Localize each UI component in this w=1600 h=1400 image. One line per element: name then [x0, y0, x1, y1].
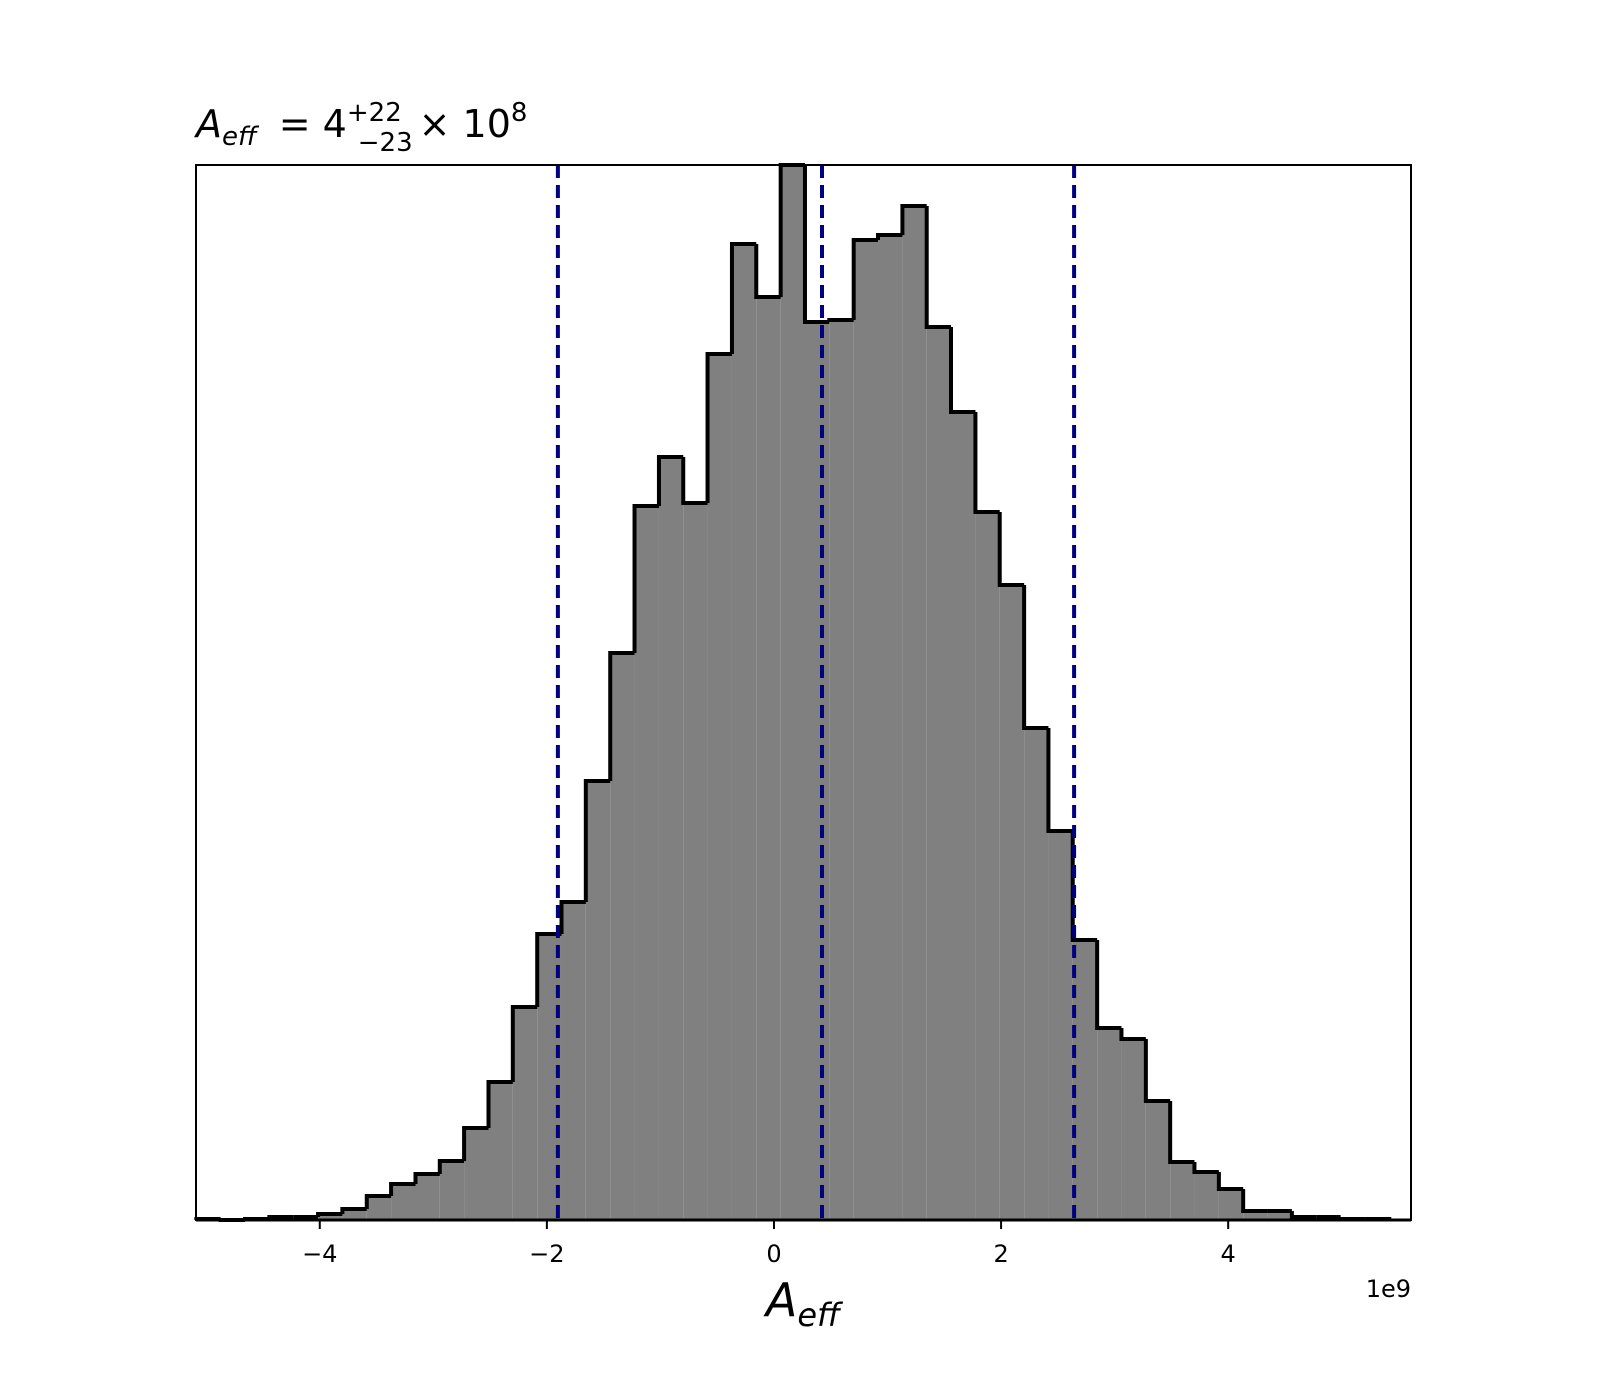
bar — [391, 1184, 416, 1220]
bar — [1097, 1028, 1122, 1220]
xlabel-symbol: A — [763, 1273, 797, 1327]
bar — [756, 297, 781, 1220]
bar — [926, 327, 952, 1220]
bar — [951, 412, 976, 1220]
step-outline — [559, 900, 586, 934]
title-equals: = 4 — [279, 102, 347, 146]
step-outline — [949, 327, 976, 414]
bar — [1267, 1211, 1292, 1220]
bar — [1072, 940, 1098, 1220]
x-axis-label: Aeff — [763, 1273, 844, 1334]
step-outline — [1168, 1101, 1195, 1164]
step-outline — [729, 242, 757, 354]
step-outline — [413, 1172, 440, 1184]
xlabel-subscript: eff — [797, 1296, 844, 1334]
bar — [877, 235, 903, 1220]
bar — [1194, 1172, 1219, 1220]
step-outline — [364, 1194, 392, 1209]
bar — [439, 1161, 465, 1220]
step-outline — [437, 1159, 465, 1174]
bar — [464, 1128, 489, 1220]
bar — [488, 1082, 513, 1220]
step-outline — [510, 1005, 538, 1082]
title-times: × 10 — [419, 102, 511, 146]
bar — [804, 322, 830, 1220]
step-outline — [316, 1212, 343, 1217]
step-outline — [535, 932, 562, 1007]
x-tick-label: 2 — [993, 1240, 1008, 1268]
bar — [585, 781, 611, 1220]
step-outline — [705, 352, 732, 503]
step-outline — [827, 318, 854, 322]
step-outline — [802, 165, 830, 324]
title-lower: −23 — [358, 128, 413, 158]
bar — [707, 354, 732, 1220]
step-outline — [997, 512, 1025, 587]
step-outline — [632, 504, 659, 653]
step-outline — [1289, 1211, 1317, 1219]
bar — [318, 1214, 343, 1220]
bar — [1048, 831, 1073, 1220]
bar — [780, 165, 805, 1220]
step-outline — [389, 1182, 416, 1196]
step-outline — [875, 233, 903, 240]
bar — [853, 240, 878, 1220]
bar — [731, 244, 757, 1220]
chart-title: Aeff = 4+22 −23 × 108 — [193, 98, 527, 158]
step-outline — [681, 457, 708, 505]
step-outline — [656, 455, 684, 506]
bar — [1024, 728, 1049, 1220]
bar — [366, 1196, 392, 1220]
step-outline — [754, 244, 781, 299]
title-upper: +22 — [347, 98, 402, 128]
x-tick-label: −4 — [302, 1240, 337, 1268]
bar — [658, 457, 684, 1220]
step-outline — [1143, 1039, 1171, 1103]
bar — [1145, 1101, 1171, 1220]
step-outline — [608, 651, 635, 781]
bar — [512, 1007, 538, 1220]
title-subscript: eff — [222, 122, 260, 152]
x-offset-label: 1e9 — [1366, 1275, 1411, 1303]
step-outline — [1022, 585, 1049, 730]
x-tick-label: 0 — [766, 1240, 781, 1268]
x-tick-label: 4 — [1221, 1240, 1236, 1268]
step-outline — [462, 1126, 489, 1161]
bar — [999, 585, 1025, 1220]
step-outline — [1119, 1028, 1146, 1041]
bar — [1218, 1189, 1244, 1220]
bar — [561, 902, 586, 1220]
bar — [683, 503, 708, 1220]
step-outline — [583, 779, 611, 902]
bar — [634, 506, 659, 1220]
step-outline — [1070, 831, 1098, 942]
bar — [1243, 1211, 1268, 1220]
bar — [1121, 1039, 1146, 1220]
title-symbol: A — [193, 102, 222, 146]
step-outline — [1095, 940, 1122, 1030]
bar — [610, 653, 635, 1220]
bar — [342, 1209, 367, 1220]
bar — [902, 206, 927, 1220]
step-outline — [486, 1080, 513, 1128]
title-exponent: 8 — [511, 98, 528, 128]
bar — [415, 1174, 440, 1220]
bar — [975, 512, 1000, 1220]
step-outline — [900, 204, 927, 235]
step-outline — [973, 412, 1000, 514]
x-tick-label: −2 — [529, 1240, 564, 1268]
bar — [829, 320, 854, 1220]
step-outline — [1192, 1162, 1219, 1174]
bar — [1170, 1162, 1195, 1220]
step-outline — [1241, 1189, 1268, 1213]
step-outline — [924, 206, 952, 329]
step-outline — [1216, 1172, 1244, 1191]
step-outline — [340, 1207, 367, 1214]
step-outline — [851, 238, 878, 320]
step-outline — [267, 1215, 294, 1219]
step-outline — [1046, 728, 1073, 833]
